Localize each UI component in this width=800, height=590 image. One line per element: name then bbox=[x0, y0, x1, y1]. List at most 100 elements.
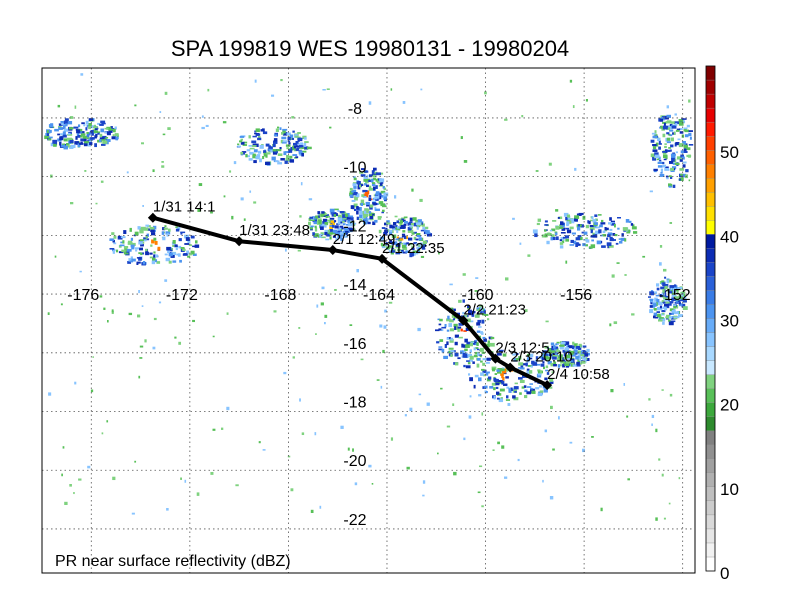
rain-cluster bbox=[236, 126, 312, 166]
rain-pixel bbox=[366, 178, 371, 181]
rain-pixel bbox=[44, 135, 50, 140]
rain-pixel bbox=[287, 455, 291, 458]
rain-pixel bbox=[74, 381, 77, 385]
rain-pixel bbox=[463, 364, 466, 368]
rain-pixel bbox=[450, 337, 454, 341]
rain-pixel bbox=[277, 153, 283, 156]
rain-pixel bbox=[239, 140, 243, 143]
rain-pixel bbox=[570, 219, 575, 224]
rain-pixel bbox=[649, 309, 654, 314]
colorbar-segment bbox=[705, 79, 716, 95]
rain-pixel bbox=[666, 304, 670, 309]
rain-pixel bbox=[168, 228, 171, 232]
rain-pixel bbox=[282, 140, 288, 142]
rain-pixel bbox=[366, 210, 369, 213]
rain-pixel bbox=[578, 353, 581, 356]
rain-pixel bbox=[87, 465, 91, 469]
rain-pixel bbox=[138, 252, 141, 255]
rain-pixel bbox=[458, 322, 464, 326]
rain-pixel bbox=[662, 288, 665, 293]
rain-pixel bbox=[660, 168, 663, 173]
rain-pixel bbox=[672, 166, 677, 169]
rain-pixel bbox=[527, 353, 531, 357]
rain-pixel bbox=[312, 216, 317, 219]
rain-pixel bbox=[512, 217, 515, 220]
rain-pixel bbox=[657, 301, 663, 306]
rain-pixel bbox=[576, 361, 580, 365]
rain-pixel bbox=[343, 230, 346, 234]
rain-pixel bbox=[329, 229, 333, 232]
rain-pixel bbox=[416, 246, 419, 250]
rain-pixel bbox=[381, 246, 386, 249]
rain-pixel bbox=[366, 220, 369, 223]
rain-pixel bbox=[550, 381, 554, 384]
rain-pixel bbox=[669, 285, 675, 289]
rain-pixel bbox=[674, 162, 680, 166]
rain-pixel bbox=[248, 158, 253, 161]
rain-pixel bbox=[524, 389, 528, 393]
rain-pixel bbox=[329, 208, 335, 213]
rain-pixel bbox=[175, 228, 180, 232]
rain-pixel bbox=[129, 227, 132, 232]
rain-pixel bbox=[60, 303, 63, 306]
rain-pixel bbox=[285, 248, 287, 252]
rain-pixel bbox=[652, 135, 658, 139]
rain-pixel bbox=[678, 477, 681, 480]
rain-pixel bbox=[381, 244, 386, 247]
rain-pixel bbox=[166, 233, 169, 237]
rain-pixel bbox=[384, 229, 389, 233]
rain-pixel bbox=[300, 182, 303, 186]
rain-pixel bbox=[575, 243, 578, 248]
rain-pixel bbox=[659, 317, 664, 319]
rain-pixel bbox=[139, 239, 144, 242]
rain-pixel bbox=[258, 441, 261, 444]
rain-pixel bbox=[342, 217, 345, 222]
rain-pixel bbox=[121, 249, 126, 253]
rain-pixel bbox=[113, 235, 117, 239]
rain-pixel bbox=[140, 252, 143, 256]
map-caption: PR near surface reflectivity (dBZ) bbox=[55, 553, 291, 570]
rain-pixel bbox=[380, 236, 385, 240]
rain-pixel bbox=[243, 218, 246, 221]
rain-pixel bbox=[542, 350, 545, 353]
rain-pixel bbox=[286, 147, 289, 150]
rain-pixel bbox=[384, 309, 387, 313]
rain-pixel bbox=[190, 235, 195, 239]
rain-pixel bbox=[655, 294, 660, 297]
rain-pixel bbox=[264, 152, 266, 156]
rain-pixel bbox=[389, 239, 392, 244]
rain-pixel bbox=[395, 243, 401, 247]
rain-pixel bbox=[609, 217, 612, 221]
rain-pixel bbox=[477, 319, 482, 323]
rain-pixel bbox=[545, 320, 549, 323]
rain-pixel bbox=[581, 360, 586, 364]
rain-pixel bbox=[104, 131, 108, 134]
rain-cluster bbox=[532, 212, 638, 249]
rain-pixel bbox=[594, 222, 598, 226]
rain-pixel bbox=[368, 464, 372, 468]
rain-pixel bbox=[663, 122, 666, 126]
rain-pixel bbox=[331, 214, 336, 217]
rain-pixel bbox=[141, 142, 145, 145]
rain-pixel bbox=[402, 101, 406, 104]
rain-pixel bbox=[123, 246, 129, 249]
rain-pixel bbox=[676, 291, 679, 295]
map-title: SPA 199819 WES 19980131 - 19980204 bbox=[170, 36, 570, 61]
rain-pixel bbox=[624, 274, 627, 276]
rain-pixel bbox=[275, 128, 279, 132]
rain-pixel bbox=[314, 432, 317, 436]
colorbar-segment bbox=[705, 444, 716, 459]
rain-pixel bbox=[543, 350, 547, 354]
rain-pixel bbox=[326, 88, 330, 91]
track-point bbox=[147, 212, 158, 223]
rain-pixel bbox=[395, 252, 401, 255]
rain-pixel bbox=[671, 317, 676, 320]
rain-pixel bbox=[558, 224, 563, 227]
rain-pixel bbox=[608, 245, 614, 248]
rain-pixel bbox=[330, 212, 335, 215]
rain-pixel bbox=[569, 226, 574, 230]
rain-pixel bbox=[254, 79, 257, 83]
rain-pixel bbox=[615, 242, 619, 245]
rain-pixel bbox=[620, 237, 626, 241]
